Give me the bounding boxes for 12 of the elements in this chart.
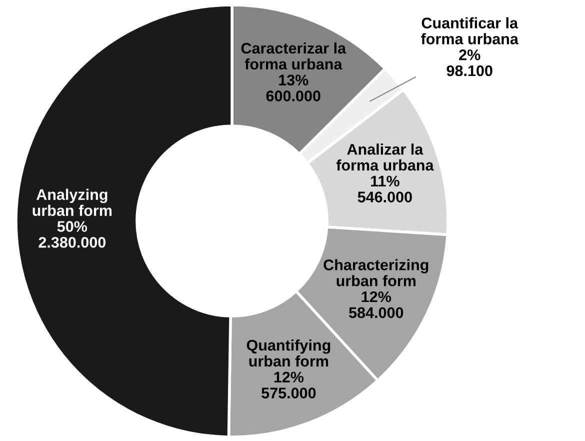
slice-label: Analyzing urban form [32,188,112,216]
data-label: 11% 546.000 [358,176,412,202]
data-label: 12% 575.000 [262,372,316,398]
data-label: 2% 98.100 [446,49,492,76]
slice-label: Quantifying urban form [246,339,330,367]
slice-label: Characterizing urban form [324,259,428,286]
slice-label: Cuantificar la forma urbana [421,17,519,44]
data-label: 50% 2.380.000 [38,221,106,248]
data-label: 12% 584.000 [348,291,404,318]
data-label: 13% 600.000 [266,74,320,102]
slice-label: Analizar la forma urbana [336,144,434,171]
slice-label: Caracterizar la forma urbana [241,42,346,70]
